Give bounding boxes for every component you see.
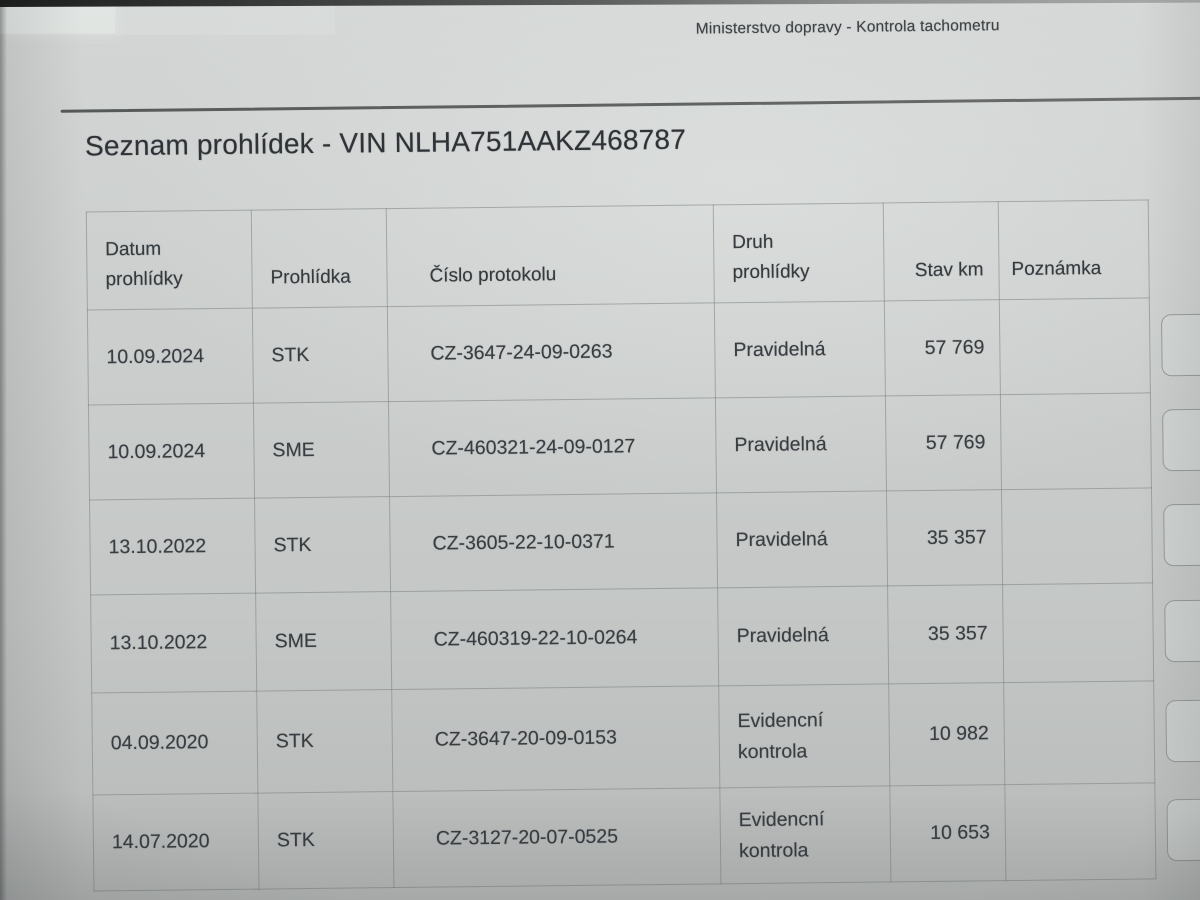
- cell-prohlidka: STK: [256, 689, 393, 794]
- cell-poznamka: [1000, 392, 1152, 490]
- cell-stav-km: 57 769: [884, 299, 1001, 396]
- table-row: 10.09.2024 SME CZ-460321-24-09-0127 Pravide…: [88, 392, 1152, 500]
- cell-cislo-protokolu: CZ-3647-20-09-0153: [391, 685, 720, 792]
- header-divider: [60, 96, 1200, 113]
- cell-cislo-protokolu: CZ-3605-22-10-0371: [389, 492, 718, 592]
- column-header-druh-prohlidky: Druh prohlídky: [713, 202, 885, 303]
- cell-datum: 14.07.2020: [92, 793, 259, 891]
- cell-cislo-protokolu: CZ-3127-20-07-0525: [392, 787, 721, 888]
- cell-druh-prohlidky: Evidencní kontrola: [719, 785, 891, 884]
- column-header-poznamka: Poznámka: [998, 199, 1150, 300]
- row-action-box[interactable]: [1163, 503, 1200, 567]
- cell-poznamka: [1001, 487, 1153, 585]
- cell-poznamka: [1004, 782, 1156, 881]
- row-action-box[interactable]: [1166, 798, 1200, 862]
- page-title: Seznam prohlídek - VIN NLHA751AAKZ468787: [84, 123, 687, 162]
- document-header-title: Ministerstvo dopravy - Kontrola tachomet…: [695, 17, 1000, 38]
- cell-cislo-protokolu: CZ-460319-22-10-0264: [390, 587, 719, 690]
- cell-stav-km: 35 357: [887, 584, 1004, 684]
- cell-druh-prohlidky: Pravidelná: [714, 300, 886, 398]
- row-action-box[interactable]: [1165, 699, 1200, 763]
- cell-poznamka: [1002, 582, 1154, 683]
- cell-prohlidka: SME: [253, 401, 390, 499]
- cell-druh-prohlidky: Pravidelná: [715, 395, 887, 493]
- table-row: 14.07.2020 STK CZ-3127-20-07-0525 Evidencní…: [92, 782, 1156, 891]
- cell-cislo-protokolu: CZ-460321-24-09-0127: [388, 397, 717, 497]
- cell-druh-prohlidky: Pravidelná: [717, 585, 889, 686]
- row-action-box[interactable]: [1164, 599, 1200, 663]
- table-row: 10.09.2024 STK CZ-3647-24-09-0263 Pravideln…: [87, 297, 1151, 405]
- column-header-datum: Datum prohlídky: [86, 210, 253, 310]
- cell-prohlidka: SME: [255, 591, 392, 692]
- cell-datum: 10.09.2024: [88, 403, 255, 500]
- cell-poznamka: [1003, 680, 1155, 785]
- cell-stav-km: 35 357: [886, 489, 1003, 586]
- cell-prohlidka: STK: [254, 496, 391, 594]
- table-header-row: Datum prohlídky Prohlídka Číslo protokolu D…: [86, 199, 1150, 310]
- column-header-prohlidka: Prohlídka: [251, 208, 388, 309]
- row-action-box[interactable]: [1162, 408, 1200, 472]
- cell-datum: 13.10.2022: [89, 498, 256, 595]
- cell-datum: 04.09.2020: [91, 691, 258, 795]
- cell-prohlidka: STK: [252, 306, 389, 404]
- cell-druh-prohlidky: Evidencní kontrola: [718, 683, 890, 788]
- table-row: 13.10.2022 STK CZ-3605-22-10-0371 Pravideln…: [89, 487, 1153, 595]
- cell-stav-km: 10 653: [889, 784, 1006, 882]
- cell-stav-km: 10 982: [888, 682, 1005, 786]
- row-action-box[interactable]: [1161, 313, 1200, 377]
- cell-datum: 13.10.2022: [90, 593, 257, 693]
- cell-prohlidka: STK: [257, 791, 394, 890]
- table-row: 04.09.2020 STK CZ-3647-20-09-0153 Evidencní…: [91, 680, 1155, 795]
- cell-druh-prohlidky: Pravidelná: [716, 490, 888, 588]
- cell-cislo-protokolu: CZ-3647-24-09-0263: [387, 302, 716, 402]
- cell-datum: 10.09.2024: [87, 308, 254, 405]
- cell-poznamka: [999, 297, 1151, 395]
- cell-stav-km: 57 769: [885, 394, 1002, 491]
- column-header-cislo-protokolu: Číslo protokolu: [386, 204, 715, 307]
- inspections-table: Datum prohlídky Prohlídka Číslo protokolu D…: [86, 199, 1157, 891]
- table-row: 13.10.2022 SME CZ-460319-22-10-0264 Pravide…: [90, 582, 1154, 693]
- column-header-stav-km: Stav km: [883, 201, 1000, 301]
